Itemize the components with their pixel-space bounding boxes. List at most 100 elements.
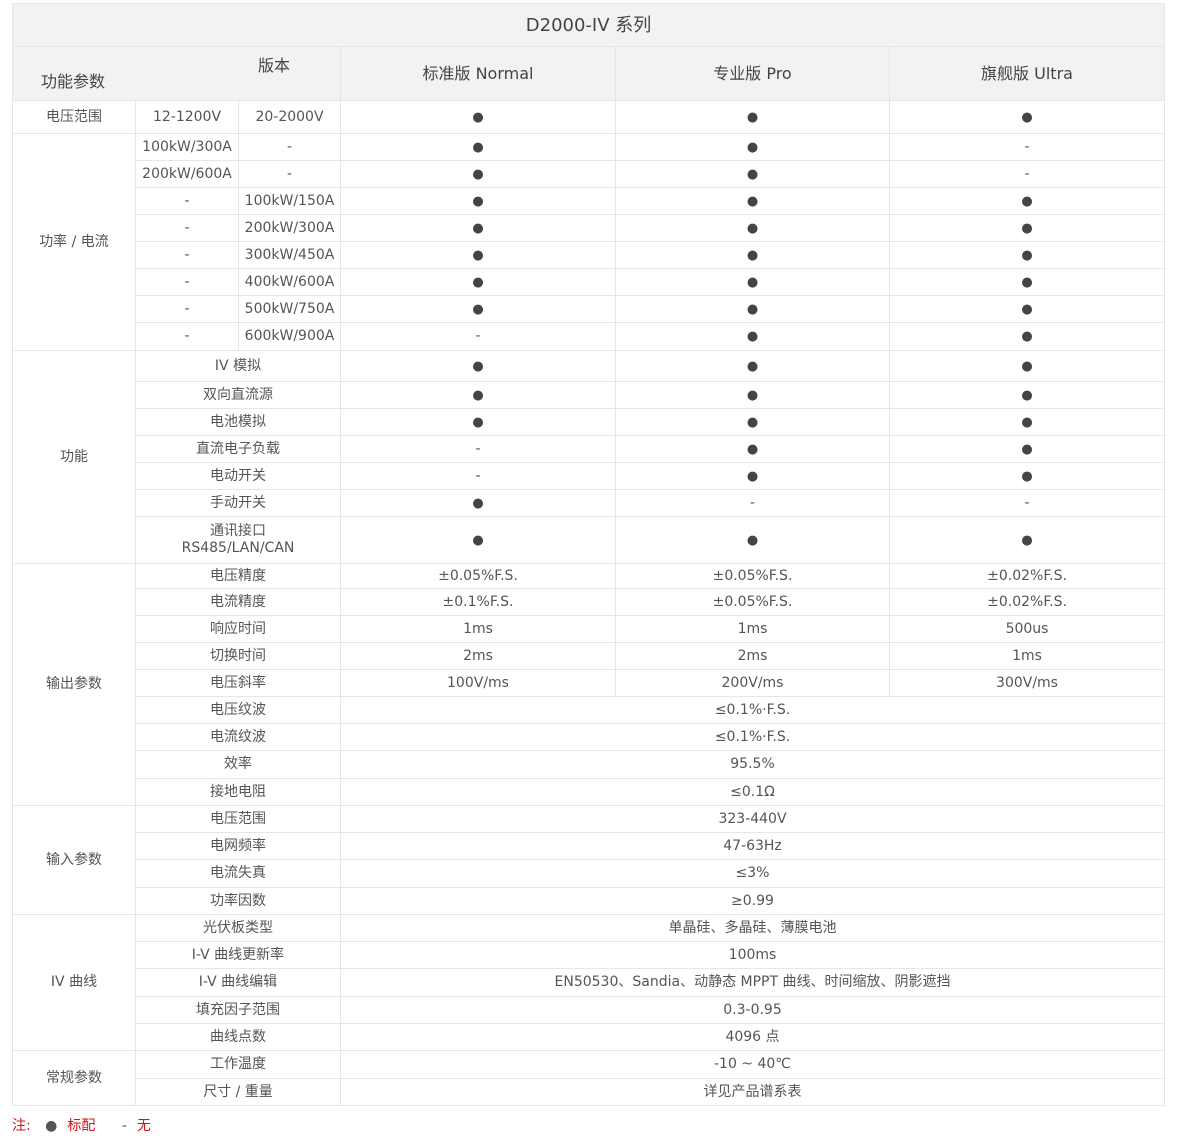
row-label: 接地电阻: [135, 778, 341, 806]
value-cell: 100kW/300A: [135, 133, 239, 161]
group-label: 功能: [12, 350, 136, 564]
row-label: 手动开关: [135, 489, 341, 517]
value-cell: ±0.02%F.S.: [888, 563, 1166, 589]
standard-dot: ●: [888, 100, 1166, 134]
value-cell: 200kW/300A: [238, 214, 341, 242]
row-label-line: 通讯接口: [210, 523, 266, 539]
group-label: 输入参数: [12, 805, 136, 915]
standard-dot: ●: [615, 100, 890, 134]
value-cell: ≤3%: [339, 859, 1166, 888]
table-row: -100kW/150A ● ● ●: [13, 187, 1166, 215]
row-label: 电池模拟: [135, 408, 341, 436]
standard-dot: ●: [340, 516, 616, 564]
dot-symbol: ●: [45, 1118, 58, 1134]
table-row: I-V 曲线编辑 EN50530、Sandia、动静态 MPPT 曲线、时间缩放、…: [13, 968, 1166, 997]
standard-dot: ●: [888, 322, 1166, 351]
standard-dot: ●: [340, 187, 616, 215]
table-row: 输入参数 电压范围 323-440V: [12, 805, 1166, 915]
standard-dot: ●: [340, 214, 616, 242]
standard-dot: ●: [615, 295, 890, 323]
standard-dot: ●: [615, 350, 890, 382]
value-cell: 200kW/600A: [135, 160, 239, 188]
row-label: I-V 曲线编辑: [135, 968, 341, 997]
dot-meaning: 标配: [67, 1118, 96, 1134]
legend-note: 注: ● 标配 -无: [12, 1115, 151, 1135]
value-cell: ±0.1%F.S.: [340, 588, 616, 616]
table-title: D2000-IV 系列: [11, 3, 1166, 47]
group-label: IV 曲线: [12, 914, 136, 1051]
row-label: 曲线点数: [135, 1023, 341, 1051]
value-cell: 单晶硅、多晶硅、薄膜电池: [339, 914, 1166, 942]
table-row: 双向直流源 ● ● ●: [13, 381, 1166, 409]
table-row: 输出参数 电压精度 ±0.05%F.S. ±0.05%F.S. ±0.02%F.S.: [12, 563, 1166, 806]
value-cell: 20-2000V: [238, 100, 341, 134]
none-dash: -: [340, 435, 616, 463]
standard-dot: ●: [615, 214, 890, 242]
row-label: 直流电子负载: [135, 435, 341, 463]
standard-dot: ●: [615, 381, 890, 409]
row-label: 电流失真: [135, 859, 341, 888]
header-diagonal-cell: 版本 功能参数: [12, 46, 341, 101]
standard-dot: ●: [340, 268, 616, 296]
value-cell: ≤0.1%·F.S.: [339, 696, 1166, 724]
standard-dot: ●: [888, 462, 1166, 490]
standard-dot: ●: [340, 381, 616, 409]
table-row: 功能 IV 模拟 ● ● ●: [12, 350, 1166, 564]
none-dash: -: [888, 160, 1166, 188]
standard-dot: ●: [340, 489, 616, 517]
standard-dot: ●: [615, 160, 890, 188]
table-row: 电网频率 47-63Hz: [13, 832, 1166, 860]
standard-dot: ●: [615, 435, 890, 463]
standard-dot: ●: [615, 516, 890, 564]
table-row: 电压纹波 ≤0.1%·F.S.: [13, 696, 1166, 724]
row-label: 通讯接口 RS485/LAN/CAN: [135, 516, 341, 564]
value-cell: 1ms: [888, 642, 1166, 670]
row-label: 电动开关: [135, 462, 341, 490]
table-row: -600kW/900A - ● ●: [13, 322, 1166, 351]
value-cell: 300V/ms: [888, 669, 1166, 697]
table-row: -500kW/750A ● ● ●: [13, 295, 1166, 323]
value-cell: -: [238, 133, 341, 161]
value-cell: 500kW/750A: [238, 295, 341, 323]
table-row: 电流精度 ±0.1%F.S. ±0.05%F.S. ±0.02%F.S.: [13, 588, 1166, 616]
value-cell: 47-63Hz: [339, 832, 1166, 860]
table-row: 电流失真 ≤3%: [13, 859, 1166, 888]
spec-table: D2000-IV 系列 版本 功能参数 标准版 Normal 专业版 Pro 旗…: [11, 3, 1166, 1106]
table-row: 电流纹波 ≤0.1%·F.S.: [13, 723, 1166, 751]
standard-dot: ●: [340, 160, 616, 188]
value-cell: 500us: [888, 615, 1166, 643]
standard-dot: ●: [888, 214, 1166, 242]
value-cell: -: [135, 214, 239, 242]
value-cell: 400kW/600A: [238, 268, 341, 296]
value-cell: 2ms: [615, 642, 890, 670]
standard-dot: ●: [340, 350, 616, 382]
row-label: 电流精度: [135, 588, 341, 616]
standard-dot: ●: [888, 187, 1166, 215]
value-cell: 100ms: [339, 941, 1166, 969]
standard-dot: ●: [615, 187, 890, 215]
table-row: 手动开关 ● - -: [13, 489, 1166, 517]
table-row: 通讯接口 RS485/LAN/CAN ● ● ●: [13, 516, 1166, 564]
value-cell: -: [135, 187, 239, 215]
value-cell: 95.5%: [339, 750, 1166, 779]
row-label: 电压斜率: [135, 669, 341, 697]
header-version: 版本: [257, 56, 290, 75]
standard-dot: ●: [340, 295, 616, 323]
value-cell: -: [135, 295, 239, 323]
group-label: 功率 / 电流: [12, 133, 136, 351]
row-label: 电流纹波: [135, 723, 341, 751]
table-row: 电池模拟 ● ● ●: [13, 408, 1166, 436]
value-cell: 100V/ms: [340, 669, 616, 697]
value-cell: ±0.05%F.S.: [615, 588, 890, 616]
header-edition-ultra: 旗舰版 Ultra: [888, 46, 1166, 101]
note-label: 注:: [12, 1118, 31, 1134]
header-edition-normal: 标准版 Normal: [340, 46, 616, 101]
standard-dot: ●: [615, 462, 890, 490]
none-dash: -: [340, 322, 616, 351]
value-cell: 4096 点: [339, 1023, 1166, 1051]
value-cell: 0.3-0.95: [339, 996, 1166, 1024]
row-label: 切换时间: [135, 642, 341, 670]
group-label: 常规参数: [12, 1050, 136, 1106]
row-label: 光伏板类型: [135, 914, 341, 942]
standard-dot: ●: [615, 408, 890, 436]
